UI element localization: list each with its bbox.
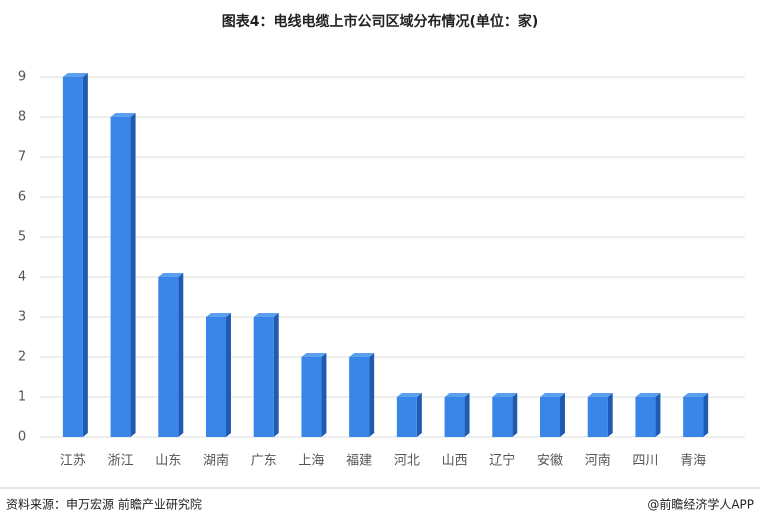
bar xyxy=(349,357,370,437)
bar-side xyxy=(273,313,279,437)
bar-top xyxy=(301,353,327,357)
y-tick-label: 3 xyxy=(18,310,26,325)
bar xyxy=(158,277,179,437)
y-tick-label: 2 xyxy=(18,350,26,365)
bar xyxy=(110,117,131,437)
bar-side xyxy=(416,393,422,437)
x-tick-label: 四川 xyxy=(632,454,658,469)
x-tick-label: 河北 xyxy=(394,454,420,469)
bar-top xyxy=(349,353,375,357)
bar-side xyxy=(464,393,470,437)
chart-title: 图表4：电线电缆上市公司区域分布情况(单位：家) xyxy=(222,13,539,30)
bar-top xyxy=(635,393,661,397)
bar-top xyxy=(253,313,279,317)
bar-top xyxy=(206,313,231,317)
bar-side xyxy=(321,353,327,437)
bar xyxy=(396,397,417,437)
bar xyxy=(444,397,465,437)
x-tick-label: 福建 xyxy=(346,454,372,469)
bar-side xyxy=(82,73,88,437)
bar-side xyxy=(178,273,184,437)
y-tick-label: 8 xyxy=(18,110,26,125)
x-tick-label: 山东 xyxy=(155,454,181,469)
x-tick-label: 安徽 xyxy=(537,454,563,469)
bar-top xyxy=(540,393,565,397)
y-tick-label: 5 xyxy=(18,230,26,245)
bar xyxy=(683,397,704,437)
bar xyxy=(62,77,83,437)
y-tick-label: 6 xyxy=(18,190,26,205)
y-tick-label: 1 xyxy=(18,390,26,405)
bar-top xyxy=(62,73,88,77)
x-tick-label: 河南 xyxy=(585,453,611,469)
source: 资料来源：申万宏源 前瞻产业研究院 xyxy=(6,497,202,512)
x-tick-label: 广东 xyxy=(251,454,277,469)
bar-top xyxy=(110,113,136,117)
bar-top xyxy=(683,393,709,397)
x-tick-label: 山西 xyxy=(442,454,468,469)
y-tick-label: 0 xyxy=(18,430,26,445)
bar-top xyxy=(444,393,470,397)
bar-top xyxy=(158,273,184,277)
bar xyxy=(540,397,560,437)
bar xyxy=(301,357,322,437)
credit: @前瞻经济学人APP xyxy=(647,497,754,512)
x-tick-label: 青海 xyxy=(680,454,706,469)
bar xyxy=(492,397,513,437)
bar xyxy=(206,317,226,437)
bar xyxy=(253,317,274,437)
bar-top xyxy=(396,393,422,397)
y-tick-label: 7 xyxy=(18,150,26,165)
bar-side xyxy=(369,353,375,437)
x-tick-label: 浙江 xyxy=(108,454,134,469)
bar-side xyxy=(703,393,709,437)
y-tick-label: 9 xyxy=(18,70,26,85)
x-tick-label: 上海 xyxy=(298,454,324,469)
bar-side xyxy=(130,113,136,437)
bar-side xyxy=(655,393,661,437)
bar-side xyxy=(607,393,613,437)
bar-side xyxy=(226,313,231,437)
y-tick-label: 4 xyxy=(18,270,26,285)
bar-side xyxy=(512,393,518,437)
bar-side xyxy=(560,393,565,437)
bar-top xyxy=(587,393,613,397)
bar xyxy=(635,397,656,437)
x-tick-label: 湖南 xyxy=(203,453,229,469)
x-tick-label: 辽宁 xyxy=(489,453,515,469)
x-tick-label: 江苏 xyxy=(60,453,86,469)
bar xyxy=(587,397,608,437)
bar-top xyxy=(492,393,518,397)
